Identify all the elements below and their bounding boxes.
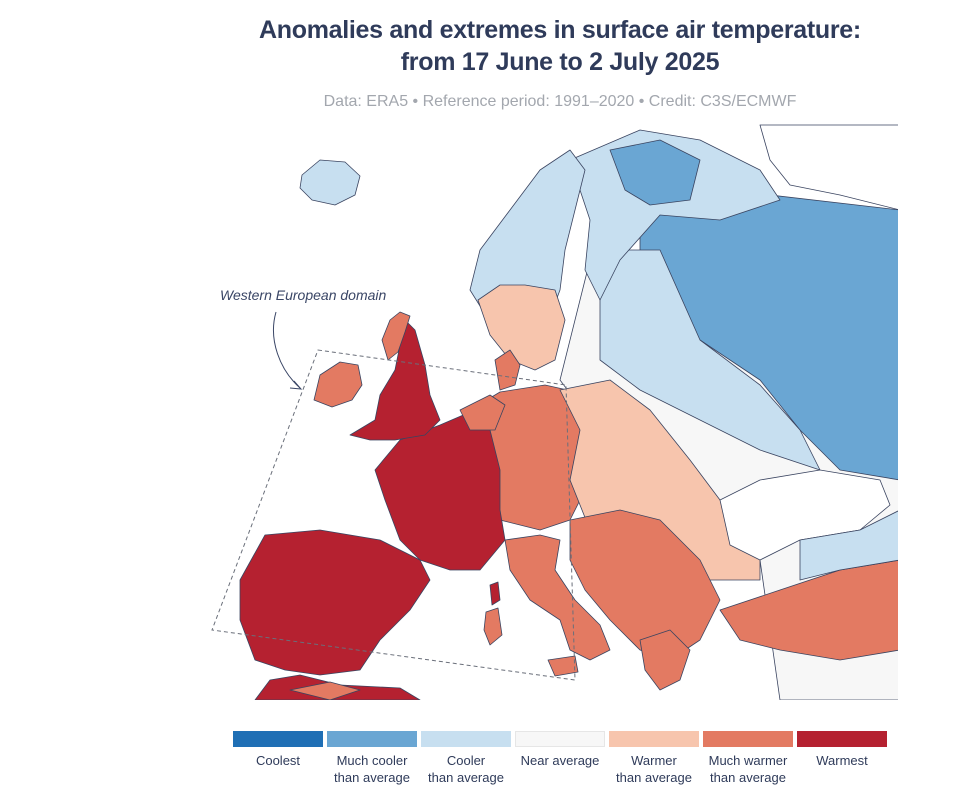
region-turkey [719,559,898,661]
legend-label-warmer: Warmer than average [616,753,692,785]
legend-item-much-warmer: Much warmer than average [702,731,794,786]
domain-label: Western European domain [220,287,387,303]
region-caucasus-cool [799,510,898,581]
legend-item-much-cooler: Much cooler than average [326,731,418,786]
legend-label-warmest: Warmest [816,753,868,768]
legend-swatch-coolest [233,731,323,747]
legend-swatch-near-average [515,731,605,747]
legend-label-coolest: Coolest [255,753,301,768]
legend-item-warmest: Warmest [796,731,888,786]
legend-swatch-much-warmer [703,731,793,747]
legend-swatch-cooler [421,731,511,747]
region-sardinia [483,607,503,646]
legend-label-much-cooler: Much cooler than average [334,753,410,785]
legend-item-coolest: Coolest [232,731,324,786]
title-line-2: from 17 June to 2 July 2025 [400,48,720,76]
legend-item-near-average: Near average [514,731,606,786]
region-iberia [239,529,431,676]
region-finland-cool-core [609,139,701,206]
region-ireland [313,361,363,408]
region-scotland [381,311,411,361]
region-benelux [459,394,506,431]
region-north-arctic-white [759,124,898,210]
legend-item-warmer: Warmer than average [608,731,700,786]
domain-label-arrowhead [289,380,303,390]
legend-label-cooler: Cooler than average [428,753,504,785]
region-north-africa-2 [289,681,361,700]
black-sea [719,469,891,561]
legend-swatch-warmer [609,731,699,747]
chart-title: Anomalies and extremes in surface air te… [180,14,940,78]
title-line-1: Anomalies and extremes in surface air te… [259,16,861,44]
region-sicily [547,655,579,677]
temperature-anomaly-map [211,124,898,700]
region-greece [639,629,691,691]
chart-subtitle: Data: ERA5 • Reference period: 1991–2020… [323,93,797,110]
region-iceland [299,159,361,206]
region-corsica [489,581,501,606]
legend-swatch-warmest [797,731,887,747]
legend: Coolest Much cooler than average Cooler th… [232,731,890,786]
legend-swatch-much-cooler [327,731,417,747]
region-denmark [494,349,521,391]
region-italy [504,534,611,661]
legend-label-near-average: Near average [520,753,600,768]
domain-label-arrow [273,311,301,389]
legend-label-much-warmer: Much warmer than average [708,753,788,785]
western-european-domain-outline [211,349,576,681]
region-southern-scandinavia [477,284,566,371]
legend-item-cooler: Cooler than average [420,731,512,786]
